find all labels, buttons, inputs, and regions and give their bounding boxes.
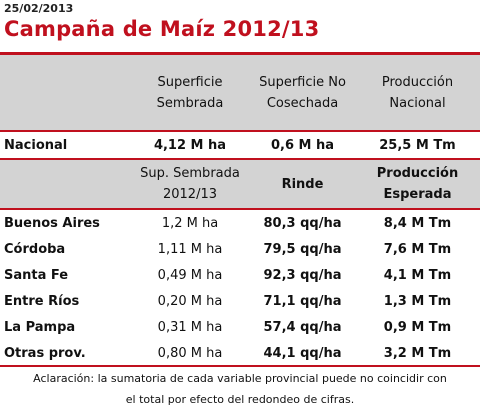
province-name: Córdoba bbox=[4, 241, 66, 257]
province-produccion: 4,1 M Tm bbox=[383, 267, 452, 283]
header-superficie-sembrada: Superficie Sembrada bbox=[156, 74, 224, 111]
header-produccion-esperada: Producción Esperada bbox=[376, 166, 459, 202]
province-produccion: 8,4 M Tm bbox=[383, 215, 452, 231]
header-produccion-nacional: Producción Nacional bbox=[381, 74, 454, 111]
rule bbox=[0, 158, 480, 160]
page-title: Campaña de Maíz 2012/13 bbox=[4, 17, 320, 41]
province-sembrada: 0,31 M ha bbox=[157, 319, 223, 335]
national-header-band bbox=[0, 55, 480, 130]
province-name: Entre Ríos bbox=[4, 293, 80, 309]
province-name: Otras prov. bbox=[4, 345, 86, 361]
province-rinde: 57,4 qq/ha bbox=[263, 319, 342, 335]
province-sembrada: 1,11 M ha bbox=[157, 241, 223, 257]
header-superficie-no-cosechada: Superficie No Cosechada bbox=[259, 74, 346, 111]
footnote: Aclaración: la sumatoria de cada variabl… bbox=[33, 372, 447, 406]
province-produccion: 3,2 M Tm bbox=[383, 345, 452, 361]
province-sembrada: 1,2 M ha bbox=[161, 215, 219, 231]
rule bbox=[0, 208, 480, 210]
province-rinde: 79,5 qq/ha bbox=[263, 241, 342, 257]
province-produccion: 1,3 M Tm bbox=[383, 293, 452, 309]
province-rinde: 44,1 qq/ha bbox=[263, 345, 342, 361]
province-sembrada: 0,80 M ha bbox=[157, 345, 223, 361]
province-rinde: 92,3 qq/ha bbox=[263, 267, 342, 283]
national-produccion: 25,5 M Tm bbox=[379, 137, 456, 153]
province-name: Buenos Aires bbox=[4, 215, 100, 231]
province-name: La Pampa bbox=[4, 319, 76, 335]
national-sembrada: 4,12 M ha bbox=[153, 137, 227, 153]
province-name: Santa Fe bbox=[4, 267, 69, 283]
province-header-band bbox=[0, 160, 480, 208]
report-date: 25/02/2013 bbox=[4, 2, 74, 15]
province-rinde: 71,1 qq/ha bbox=[263, 293, 342, 309]
province-sembrada: 0,49 M ha bbox=[157, 267, 223, 283]
rule bbox=[0, 130, 480, 132]
title-rule bbox=[0, 52, 480, 55]
province-produccion: 0,9 M Tm bbox=[383, 319, 452, 335]
header-sup-sembrada: Sup. Sembrada 2012/13 bbox=[140, 166, 240, 202]
national-row-label: Nacional bbox=[4, 137, 68, 153]
national-no-cosechada: 0,6 M ha bbox=[270, 137, 335, 153]
province-sembrada: 0,20 M ha bbox=[157, 293, 223, 309]
rule bbox=[0, 365, 480, 367]
header-rinde: Rinde bbox=[281, 176, 324, 192]
province-rinde: 80,3 qq/ha bbox=[263, 215, 342, 231]
province-produccion: 7,6 M Tm bbox=[383, 241, 452, 257]
